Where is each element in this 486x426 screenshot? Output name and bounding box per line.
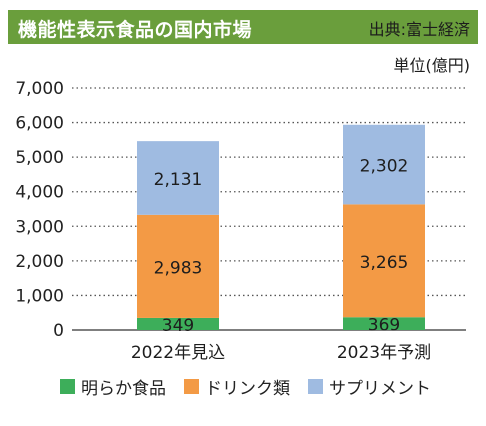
y-tick-label-3: 3,000 [15,217,64,237]
y-tick-label-4: 4,000 [15,183,64,203]
legend-label-3: サプリメント [329,378,431,399]
unit-label: 単位(億円) [393,56,471,75]
legend-swatch-1 [60,378,75,394]
bar-2-series-1 [343,317,425,330]
y-tick-label-7: 7,000 [15,79,64,99]
bar-1-series-1 [137,317,219,330]
data-label-1-3: 2,131 [154,170,203,190]
data-label-2-2: 3,265 [360,253,409,273]
x-category-label-1: 2022年見込 [131,343,225,363]
chart-title: 機能性表示食品の国内市場 [18,19,253,41]
bar-1-series-3 [137,141,219,215]
title-bar: 機能性表示食品の国内市場 出典:富士経済 [8,10,478,44]
data-label-2-3: 2,302 [360,157,409,177]
legend: 明らか食品 ドリンク類 サプリメント [60,374,431,399]
data-label-2-1: 369 [368,316,400,336]
data-label-1-2: 2,983 [154,258,203,278]
chart-header: 機能性表示食品の国内市場 出典:富士経済 [0,0,486,46]
source-label: 出典:富士経済 [368,20,470,39]
data-label-1-1: 349 [162,316,194,336]
x-category-label-2: 2023年予測 [337,343,431,363]
y-tick-label-5: 5,000 [15,148,64,168]
bar-2-series-2 [343,204,425,318]
legend-item-1: 明らか食品 [60,374,166,399]
legend-swatch-2 [184,378,199,394]
y-tick-label-0: 0 [53,321,64,341]
legend-swatch-3 [308,378,323,394]
y-tick-label-2: 2,000 [15,252,64,272]
y-tick-label-6: 6,000 [15,114,64,134]
legend-label-1: 明らか食品 [81,378,166,399]
legend-item-3: サプリメント [308,374,431,399]
legend-label-2: ドリンク類 [205,378,290,399]
bar-2-series-3 [343,124,425,205]
y-tick-label-1: 1,000 [15,286,64,306]
bar-1-series-2 [137,214,219,318]
legend-item-2: ドリンク類 [184,374,290,399]
